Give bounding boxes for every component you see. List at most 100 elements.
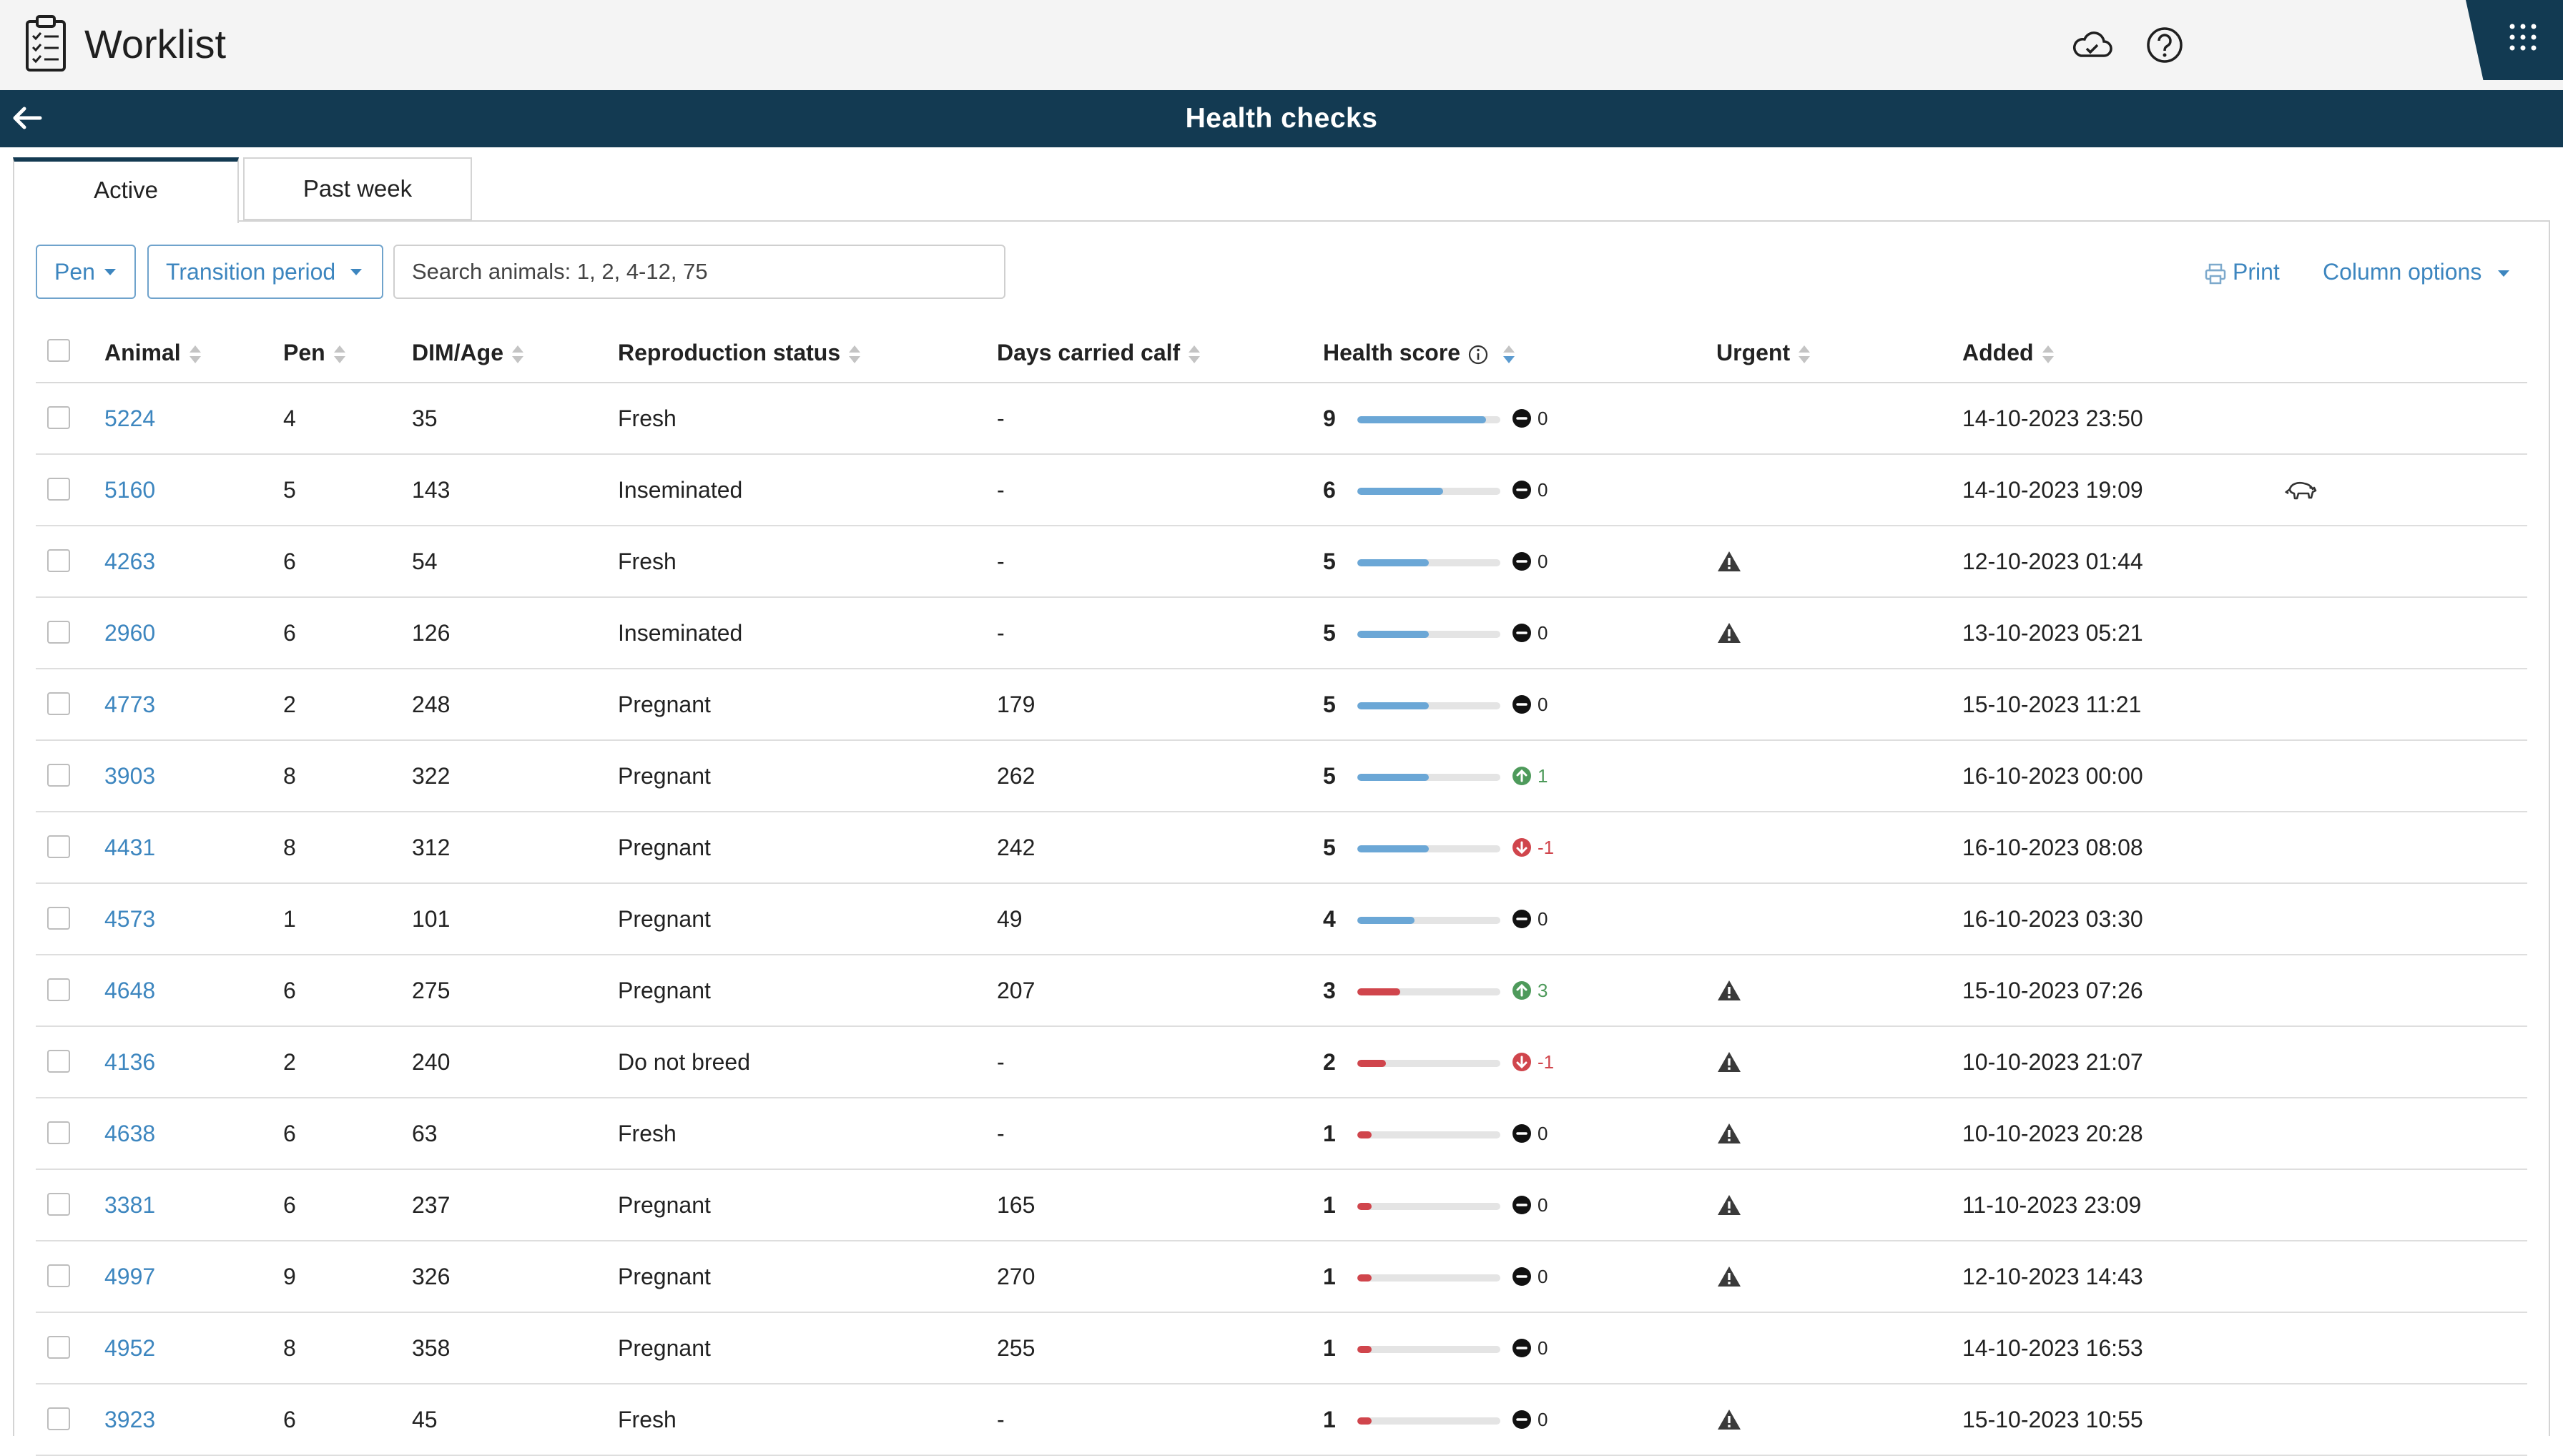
row-checkbox[interactable] bbox=[47, 907, 70, 930]
table-row[interactable]: 4648 6 275 Pregnant 207 3 3 15-10-2023 07:26 bbox=[36, 955, 2527, 1027]
column-options-dropdown[interactable]: Column options bbox=[2323, 255, 2510, 289]
table-row[interactable]: 4638 6 63 Fresh - 1 0 10-10-2023 20:28 bbox=[36, 1098, 2527, 1170]
trend-flat-icon bbox=[1512, 910, 1531, 928]
sort-icon bbox=[2042, 345, 2054, 364]
health-score-trend-value: -1 bbox=[1538, 837, 1555, 858]
column-header-dim-age[interactable]: DIM/Age bbox=[412, 335, 523, 370]
trend-down-icon bbox=[1512, 838, 1531, 857]
row-checkbox[interactable] bbox=[47, 478, 70, 501]
print-label: Print bbox=[2233, 259, 2280, 285]
animal-link[interactable]: 4648 bbox=[104, 978, 156, 1003]
animal-link[interactable]: 4573 bbox=[104, 906, 156, 932]
transition-period-dropdown[interactable]: Transition period bbox=[147, 245, 383, 299]
column-header-reproduction-status[interactable]: Reproduction status bbox=[618, 335, 861, 370]
animal-link[interactable]: 4263 bbox=[104, 549, 156, 574]
health-score-bar-fill bbox=[1357, 1417, 1372, 1425]
dim-age-cell: 275 bbox=[412, 978, 451, 1003]
animal-link[interactable]: 4997 bbox=[104, 1264, 156, 1289]
column-header-health-score[interactable]: Health score bbox=[1323, 335, 1515, 370]
health-score-trend-value: 0 bbox=[1538, 1337, 1548, 1359]
health-score-value: 3 bbox=[1323, 978, 1336, 1003]
info-icon[interactable] bbox=[1467, 344, 1489, 365]
animal-link[interactable]: 3381 bbox=[104, 1192, 156, 1218]
cloud-sync-icon[interactable] bbox=[2068, 21, 2115, 69]
health-score-bar bbox=[1357, 488, 1500, 495]
column-header-days-carried-calf[interactable]: Days carried calf bbox=[997, 335, 1201, 370]
animal-link[interactable]: 5224 bbox=[104, 405, 156, 431]
days-carried-calf-cell: 262 bbox=[997, 763, 1035, 789]
table-row[interactable]: 4952 8 358 Pregnant 255 1 0 14-10-2023 16:53 bbox=[36, 1313, 2527, 1384]
column-header-added[interactable]: Added bbox=[1962, 335, 2054, 370]
select-all-checkbox[interactable] bbox=[47, 339, 70, 362]
trend-flat-icon bbox=[1512, 1339, 1531, 1357]
row-checkbox[interactable] bbox=[47, 1407, 70, 1430]
table-row[interactable]: 4431 8 312 Pregnant 242 5 -1 16-10-2023 08:08 bbox=[36, 812, 2527, 884]
table-row[interactable]: 3381 6 237 Pregnant 165 1 0 11-10-2023 23:09 bbox=[36, 1170, 2527, 1241]
tab-past-week[interactable]: Past week bbox=[243, 157, 472, 220]
row-checkbox[interactable] bbox=[47, 1264, 70, 1287]
column-header-pen[interactable]: Pen bbox=[283, 335, 345, 370]
pen-cell: 4 bbox=[283, 405, 296, 431]
row-checkbox[interactable] bbox=[47, 1050, 70, 1073]
animal-link[interactable]: 4773 bbox=[104, 692, 156, 717]
table-row[interactable]: 5160 5 143 Inseminated - 6 0 14-10-2023 19:09 bbox=[36, 455, 2527, 526]
calf-icon[interactable] bbox=[2284, 476, 2317, 505]
help-icon[interactable] bbox=[2141, 21, 2188, 69]
print-button[interactable]: Print bbox=[2204, 255, 2280, 289]
trend-flat-icon bbox=[1512, 409, 1531, 428]
back-arrow-icon[interactable] bbox=[10, 100, 46, 136]
animal-link[interactable]: 5160 bbox=[104, 477, 156, 503]
row-checkbox[interactable] bbox=[47, 406, 70, 429]
row-checkbox[interactable] bbox=[47, 978, 70, 1001]
animal-link[interactable]: 2960 bbox=[104, 620, 156, 646]
row-checkbox[interactable] bbox=[47, 1193, 70, 1216]
animal-link[interactable]: 3903 bbox=[104, 763, 156, 789]
row-checkbox[interactable] bbox=[47, 1121, 70, 1144]
pen-filter-dropdown[interactable]: Pen bbox=[36, 245, 136, 299]
animal-link[interactable]: 3923 bbox=[104, 1407, 156, 1432]
row-checkbox[interactable] bbox=[47, 692, 70, 715]
trend-flat-icon bbox=[1512, 624, 1531, 642]
table-row[interactable]: 4573 1 101 Pregnant 49 4 0 16-10-2023 03:30 bbox=[36, 884, 2527, 955]
column-header-urgent[interactable]: Urgent bbox=[1716, 335, 1811, 370]
column-header-animal[interactable]: Animal bbox=[104, 335, 201, 370]
apps-menu-button[interactable] bbox=[2466, 0, 2563, 80]
row-checkbox[interactable] bbox=[47, 621, 70, 644]
trend-up-icon bbox=[1512, 981, 1531, 1000]
animal-link[interactable]: 4136 bbox=[104, 1049, 156, 1075]
table-row[interactable]: 2960 6 126 Inseminated - 5 0 13-10-2023 05:21 bbox=[36, 598, 2527, 669]
warning-icon bbox=[1718, 551, 1741, 571]
table-row[interactable]: 4773 2 248 Pregnant 179 5 0 15-10-2023 11:21 bbox=[36, 669, 2527, 741]
table-row[interactable]: 4263 6 54 Fresh - 5 0 12-10-2023 01:44 bbox=[36, 526, 2527, 598]
sort-icon bbox=[333, 345, 345, 364]
animal-link[interactable]: 4638 bbox=[104, 1121, 156, 1146]
table-row[interactable]: 4997 9 326 Pregnant 270 1 0 12-10-2023 14:43 bbox=[36, 1241, 2527, 1313]
apps-grid-icon bbox=[2509, 24, 2537, 51]
health-score-bar-fill bbox=[1357, 1274, 1372, 1282]
animal-link[interactable]: 4431 bbox=[104, 835, 156, 860]
health-score-bar bbox=[1357, 1060, 1500, 1067]
dim-age-cell: 237 bbox=[412, 1192, 451, 1218]
table-row[interactable]: 3923 6 45 Fresh - 1 0 15-10-2023 10:55 bbox=[36, 1384, 2527, 1456]
added-date-cell: 10-10-2023 20:28 bbox=[1962, 1121, 2143, 1146]
search-animals-input[interactable] bbox=[393, 245, 1005, 299]
warning-icon bbox=[1718, 1266, 1741, 1287]
table-row[interactable]: 4136 2 240 Do not breed - 2 -1 10-10-2023 21:07 bbox=[36, 1027, 2527, 1098]
days-carried-calf-cell: - bbox=[997, 620, 1005, 646]
health-score-bar bbox=[1357, 1274, 1500, 1282]
table-row[interactable]: 3903 8 322 Pregnant 262 5 1 16-10-2023 00:00 bbox=[36, 741, 2527, 812]
health-score-bar-fill bbox=[1357, 1131, 1372, 1138]
table-row[interactable]: 5224 4 35 Fresh - 9 0 14-10-2023 23:50 bbox=[36, 383, 2527, 455]
added-date-cell: 12-10-2023 01:44 bbox=[1962, 549, 2143, 574]
trend-flat-icon bbox=[1512, 1124, 1531, 1143]
animal-link[interactable]: 4952 bbox=[104, 1335, 156, 1361]
health-score-bar-fill bbox=[1357, 1060, 1386, 1067]
row-checkbox[interactable] bbox=[47, 764, 70, 787]
trend-flat-icon bbox=[1512, 1196, 1531, 1214]
dim-age-cell: 240 bbox=[412, 1049, 451, 1075]
row-checkbox[interactable] bbox=[47, 835, 70, 858]
row-checkbox[interactable] bbox=[47, 549, 70, 572]
tab-active[interactable]: Active bbox=[13, 157, 239, 223]
row-checkbox[interactable] bbox=[47, 1336, 70, 1359]
days-carried-calf-cell: - bbox=[997, 1121, 1005, 1146]
